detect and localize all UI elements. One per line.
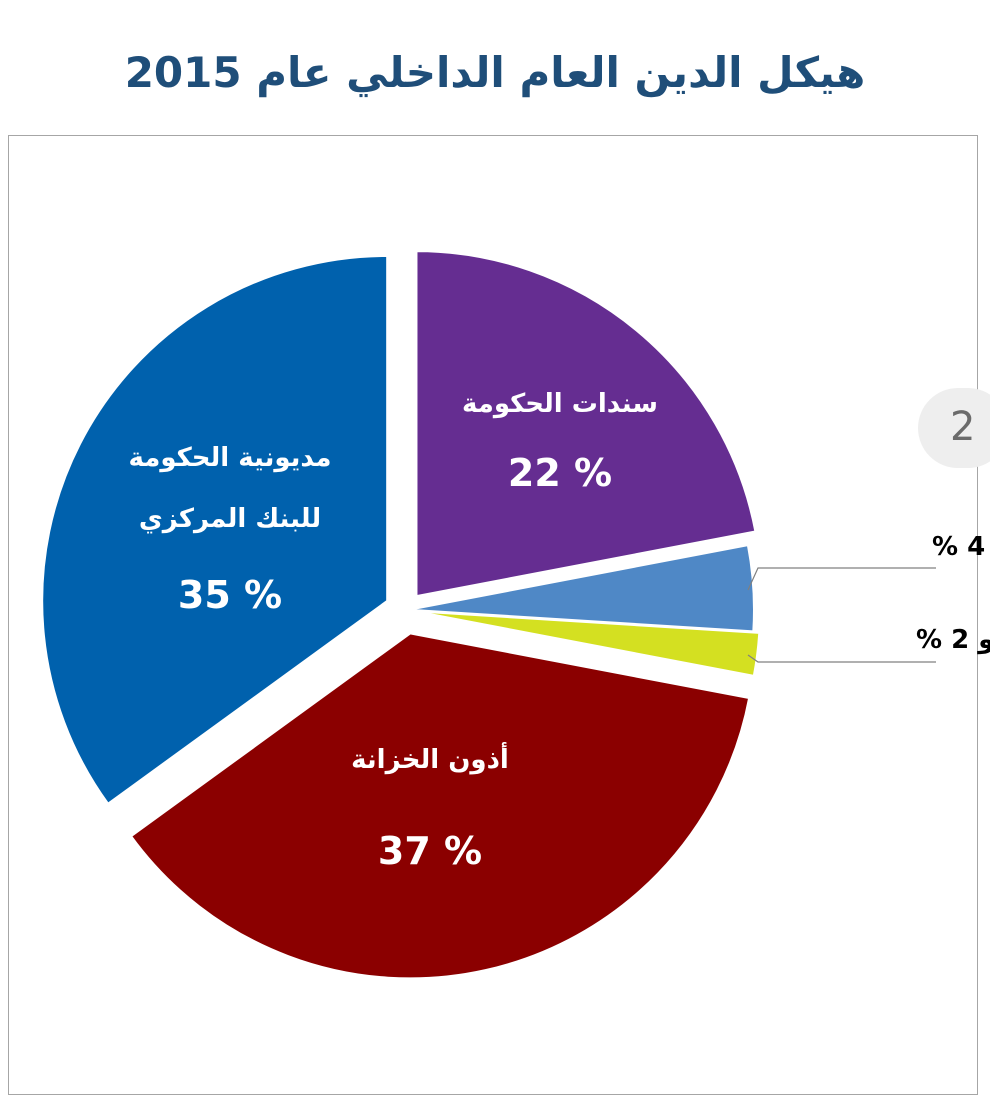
slice-value-label-0: 22 %	[508, 451, 612, 495]
page-number: 2	[950, 404, 976, 450]
pie-slice-2	[414, 610, 761, 678]
pie-slice-1	[408, 543, 755, 633]
slice-value-label-2: 2 %	[916, 625, 969, 655]
label-spacer-2	[969, 625, 978, 655]
slice-label-0: سندات الحكومة	[462, 389, 658, 419]
pie-slice-3	[129, 632, 751, 980]
pie-slice-0	[415, 250, 757, 598]
slice-outside-label-1: الصكوك 4 %	[932, 532, 990, 562]
slice-value-label-4: 35 %	[178, 573, 282, 617]
slice-value-label-1: 4 %	[932, 532, 985, 562]
page-badge[interactable]	[918, 388, 990, 468]
slice-label-3: أذون الخزانة	[351, 742, 509, 775]
label-spacer-1	[985, 532, 990, 562]
leader-line-1	[747, 567, 936, 591]
slice-outside-label-2: الريبو 2 %	[916, 625, 990, 655]
slice-label-2: الريبو	[976, 625, 990, 655]
chart-title: هيكل الدين العام الداخلي عام 2015	[124, 48, 866, 97]
leader-line-2	[747, 654, 936, 663]
slice-value-label-3: 37 %	[378, 829, 482, 873]
slice-label-4-line-0: مديونية الحكومة	[128, 443, 331, 473]
slice-label-4-line-1: للبنك المركزي	[139, 504, 321, 534]
pie-slice-4	[41, 254, 389, 806]
